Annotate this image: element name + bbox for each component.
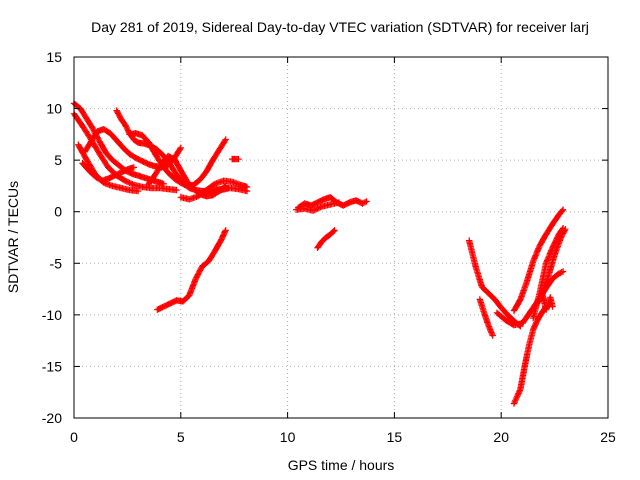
series-markers: [79, 160, 137, 184]
x-tick-label: 10: [280, 429, 296, 445]
series-markers: [177, 177, 251, 203]
series-arc15: [314, 227, 338, 251]
y-tick-label: -20: [42, 410, 62, 426]
x-tick-label: 15: [387, 429, 403, 445]
x-tick-label: 5: [177, 429, 185, 445]
series-arc16: [466, 237, 524, 330]
x-tick-label: 20: [493, 429, 509, 445]
series-markers: [510, 206, 567, 314]
y-tick-label: -15: [42, 358, 62, 374]
series-markers: [538, 289, 556, 313]
series-arc21: [530, 225, 567, 322]
x-axis-label: GPS time / hours: [288, 457, 395, 473]
series-markers: [530, 225, 567, 322]
y-axis-label: SDTVAR / TECUs: [5, 181, 21, 293]
series-arc17: [476, 296, 496, 339]
y-tick-label: 15: [46, 49, 62, 65]
y-tick-label: 10: [46, 101, 62, 117]
series-arc11: [228, 155, 242, 163]
series-arc20: [510, 303, 550, 407]
axis-ticks: 0 5 10 15 20 25 -20 -15 -10 -5 0 5 10 15: [42, 49, 616, 445]
data-points: [70, 100, 569, 407]
series-markers: [154, 227, 229, 313]
grid: [74, 57, 608, 418]
series-arc23: [538, 289, 556, 313]
series-arc12: [154, 227, 229, 313]
series-markers: [228, 155, 242, 163]
y-tick-label: -10: [42, 307, 62, 323]
y-tick-label: 5: [54, 152, 62, 168]
series-markers: [476, 296, 496, 339]
chart-title: Day 281 of 2019, Sidereal Day-to-day VTE…: [91, 19, 589, 35]
series-arc14: [292, 199, 343, 214]
y-tick-label: -5: [50, 255, 63, 271]
series-markers: [510, 303, 550, 407]
series-markers: [292, 199, 343, 214]
series-arc9: [177, 177, 251, 203]
series-markers: [466, 237, 524, 330]
series-arc4: [79, 160, 137, 184]
plot-frame: [73, 56, 609, 419]
series-markers: [209, 184, 251, 196]
x-tick-label: 25: [600, 429, 616, 445]
series-arc19: [510, 206, 567, 314]
series-arc10: [209, 184, 251, 196]
series-markers: [314, 227, 338, 251]
x-tick-label: 0: [70, 429, 78, 445]
y-tick-label: 0: [54, 204, 62, 220]
